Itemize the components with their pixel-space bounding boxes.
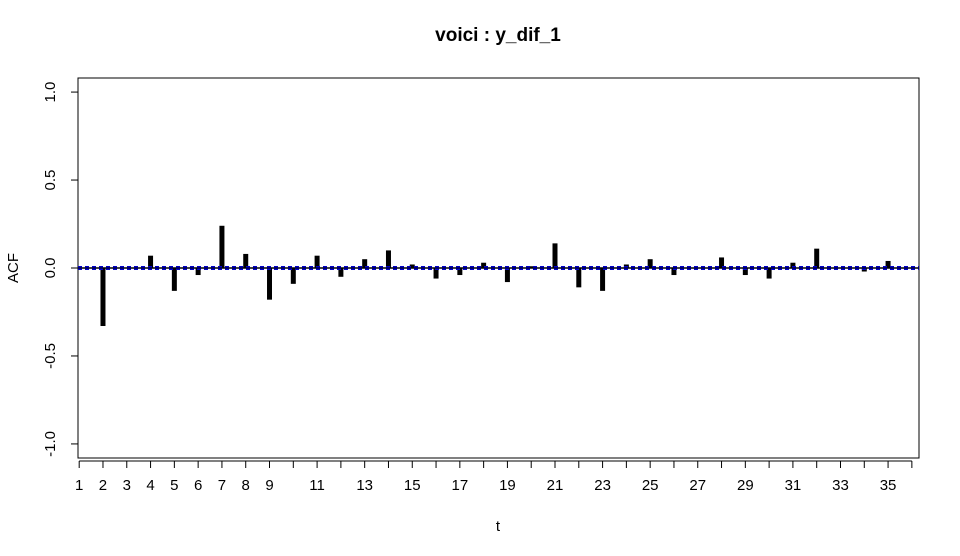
x-tick-label: 5 [170,477,178,494]
x-tick-label: 23 [594,477,611,494]
y-tick-label: 0.0 [42,258,59,279]
x-tick-label: 33 [832,477,849,494]
x-tick-label: 11 [309,477,325,494]
x-tick-label: 8 [242,477,250,494]
y-axis-label: ACF [5,253,22,283]
x-axis-label: t [496,518,501,535]
x-axis: 1 2 3 4 5 6 7 8 9 11 13 15 17 19 21 23 25 27 29 31 33 35 [75,460,913,494]
acf-bars [100,225,891,327]
chart-title: voici : y_dif_1 [435,25,561,46]
x-tick-label: 27 [689,477,706,494]
x-tick-label: 7 [218,477,226,494]
x-tick-label: 25 [642,477,659,494]
x-tick-label: 19 [499,477,516,494]
x-tick-label: 13 [356,477,373,494]
x-tick-label: 1 [75,477,83,494]
y-tick-label: -1.0 [42,431,59,457]
x-tick-label: 21 [547,477,564,494]
x-tick-label: 17 [451,477,468,494]
y-tick-label: 0.5 [42,170,59,191]
confidence-band [78,266,919,270]
x-tick-label: 6 [194,477,202,494]
x-tick-label: 2 [99,477,107,494]
x-tick-label: 31 [785,477,802,494]
x-tick-label: 35 [880,477,897,494]
y-axis: -1.0 -0.5 0.0 0.5 1.0 [42,82,78,457]
x-tick-label: 29 [737,477,754,494]
x-tick-label: 9 [265,477,273,494]
x-tick-label: 4 [146,477,154,494]
x-tick-label: 15 [404,477,421,494]
y-tick-label: 1.0 [42,82,59,103]
y-tick-label: -0.5 [42,343,59,369]
x-tick-label: 3 [123,477,131,494]
